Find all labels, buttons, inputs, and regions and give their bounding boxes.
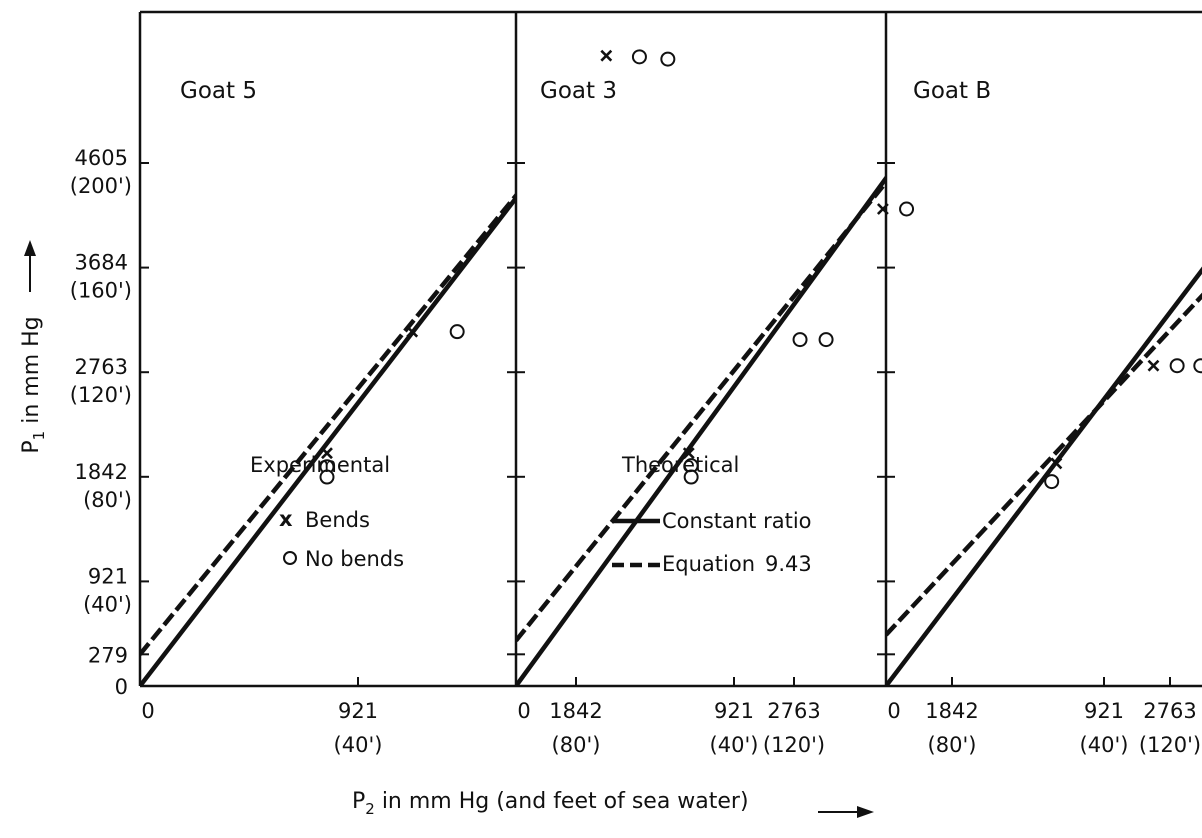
- panel-lines: [886, 266, 1202, 686]
- legend-bends-marker: x: [279, 507, 293, 531]
- constant-ratio-line: [516, 174, 886, 686]
- bends-point-stroke: [682, 447, 695, 460]
- legend-constant-ratio-label: Constant ratio: [662, 509, 812, 533]
- legend-equation-text: Equation: [662, 552, 755, 576]
- y-axis: 0 279 921 (40') 1842 (80') 2763 (120') 3684 (160'…: [70, 146, 895, 699]
- bends-point-stroke: [406, 325, 419, 338]
- no-bends-point: [683, 469, 699, 485]
- legend-bends-label: Bends: [305, 508, 370, 532]
- no-bends-point: [818, 332, 834, 348]
- equation-line: [516, 178, 886, 642]
- constant-ratio-line: [140, 194, 516, 686]
- x-tick-sublabel: (40'): [710, 733, 759, 757]
- x-axis-title-rest: in mm Hg (and feet of sea water): [375, 789, 749, 814]
- no-bends-point: [1169, 358, 1185, 374]
- equation-line: [140, 191, 516, 656]
- legend-equation-label: Equation 9.43: [662, 552, 812, 576]
- no-bends-point: [1044, 474, 1060, 490]
- y-axis-title: P1 in mm Hg: [19, 316, 48, 453]
- y-tick-sublabel: (80'): [83, 488, 132, 512]
- no-bends-point: [899, 201, 915, 217]
- x-tick-sublabel: (120'): [763, 733, 825, 757]
- x-tick-label: 921: [338, 699, 378, 723]
- panel-lines: [516, 174, 886, 686]
- bends-point-stroke: [321, 447, 333, 460]
- bends-point: [1147, 359, 1160, 372]
- y-tick-sublabel: (40'): [83, 592, 132, 616]
- equation-line: [886, 292, 1202, 637]
- x-tick-label: 2763: [767, 699, 820, 723]
- x-tick-sublabel: (80'): [552, 733, 601, 757]
- x-axis-title-sub: 2: [365, 800, 375, 818]
- panel-markers: [319, 49, 676, 485]
- bends-point: [406, 325, 419, 338]
- panel-2: Goat 3 0 921 (40') 1842 (80') 2763 (120'): [516, 78, 1201, 757]
- panel-markers: [682, 201, 915, 485]
- x-tick-label: 2763: [1143, 699, 1196, 723]
- legend-no-bends-marker: [283, 551, 297, 565]
- panel-lines: [140, 191, 516, 686]
- panel-title: Goat 3: [540, 78, 617, 104]
- y-tick-label: 279: [88, 643, 128, 667]
- x-axis-title: P2 in mm Hg (and feet of sea water): [352, 789, 749, 818]
- x-tick-label: 921: [714, 699, 754, 723]
- x-tick-label: 1842: [925, 699, 978, 723]
- plot-frame: [138, 10, 1202, 688]
- y-axis-title-main: P: [19, 440, 44, 453]
- legend-equation-number: 9.43: [765, 552, 812, 576]
- panels: Goat 50 921(40')1842(80')2763(120')Goat 3…: [140, 49, 1202, 757]
- legend-experimental-title: Experimental: [250, 453, 390, 477]
- y-tick-label: 3684: [75, 251, 128, 275]
- bends-point: [600, 49, 613, 62]
- x-tick-label: 0: [141, 699, 154, 723]
- x-tick-label: 0: [517, 699, 530, 723]
- y-tick-label: 4605: [75, 146, 128, 170]
- x-axis-arrow: [818, 806, 874, 818]
- bends-point-stroke: [876, 203, 889, 215]
- bends-point: [876, 203, 889, 215]
- y-tick-label: 2763: [75, 355, 128, 379]
- no-bends-point: [319, 469, 335, 485]
- y-tick-label: 921: [88, 564, 128, 588]
- legend-theoretical-title: Theoretical: [621, 453, 739, 477]
- y-axis-arrow: [24, 240, 36, 292]
- no-bends-point: [631, 49, 647, 65]
- y-axis-title-rest: in mm Hg: [19, 316, 44, 430]
- x-tick-label: 921: [1084, 699, 1124, 723]
- y-tick-sublabel: (120'): [70, 383, 132, 407]
- bends-point: [682, 447, 695, 460]
- legend-experimental: Experimental x Bends No bends: [250, 453, 404, 571]
- bends-point-stroke: [600, 49, 613, 62]
- panel-1: Goat 5 0 921 (40') 1842 (80') 2763 (120'): [140, 49, 825, 757]
- x-tick-sublabel: (40'): [1080, 733, 1129, 757]
- x-tick-sublabel: (120'): [1139, 733, 1201, 757]
- no-bends-point: [1193, 358, 1202, 374]
- no-bends-point: [449, 324, 465, 340]
- panel-3: Goat B 0 921 (40') 1842 (80'): [886, 78, 1202, 757]
- bends-point-stroke: [1147, 359, 1160, 372]
- legend-no-bends-label: No bends: [305, 547, 404, 571]
- no-bends-point: [660, 51, 676, 67]
- no-bends-point: [792, 332, 808, 348]
- bends-point-stroke: [1050, 457, 1063, 470]
- y-tick-sublabel: (200'): [70, 174, 132, 198]
- y-tick-label: 0: [115, 675, 128, 699]
- x-tick-sublabel: (40'): [334, 733, 383, 757]
- x-tick-label: 0: [887, 699, 900, 723]
- y-tick-sublabel: (160'): [70, 279, 132, 303]
- x-axis-title-main: P: [352, 789, 365, 814]
- panel-title: Goat B: [913, 78, 991, 104]
- bends-point: [1050, 457, 1063, 470]
- x-tick-sublabel: (80'): [928, 733, 977, 757]
- x-tick-label: 1842: [549, 699, 602, 723]
- constant-ratio-line: [886, 266, 1202, 686]
- legend-theoretical: Theoretical Constant ratio Equation 9.43: [612, 453, 812, 576]
- bends-point: [321, 447, 333, 460]
- panel-title: Goat 5: [180, 78, 257, 104]
- y-tick-label: 1842: [75, 460, 128, 484]
- y-axis-title-sub: 1: [30, 431, 48, 441]
- panel-markers: [1044, 358, 1202, 490]
